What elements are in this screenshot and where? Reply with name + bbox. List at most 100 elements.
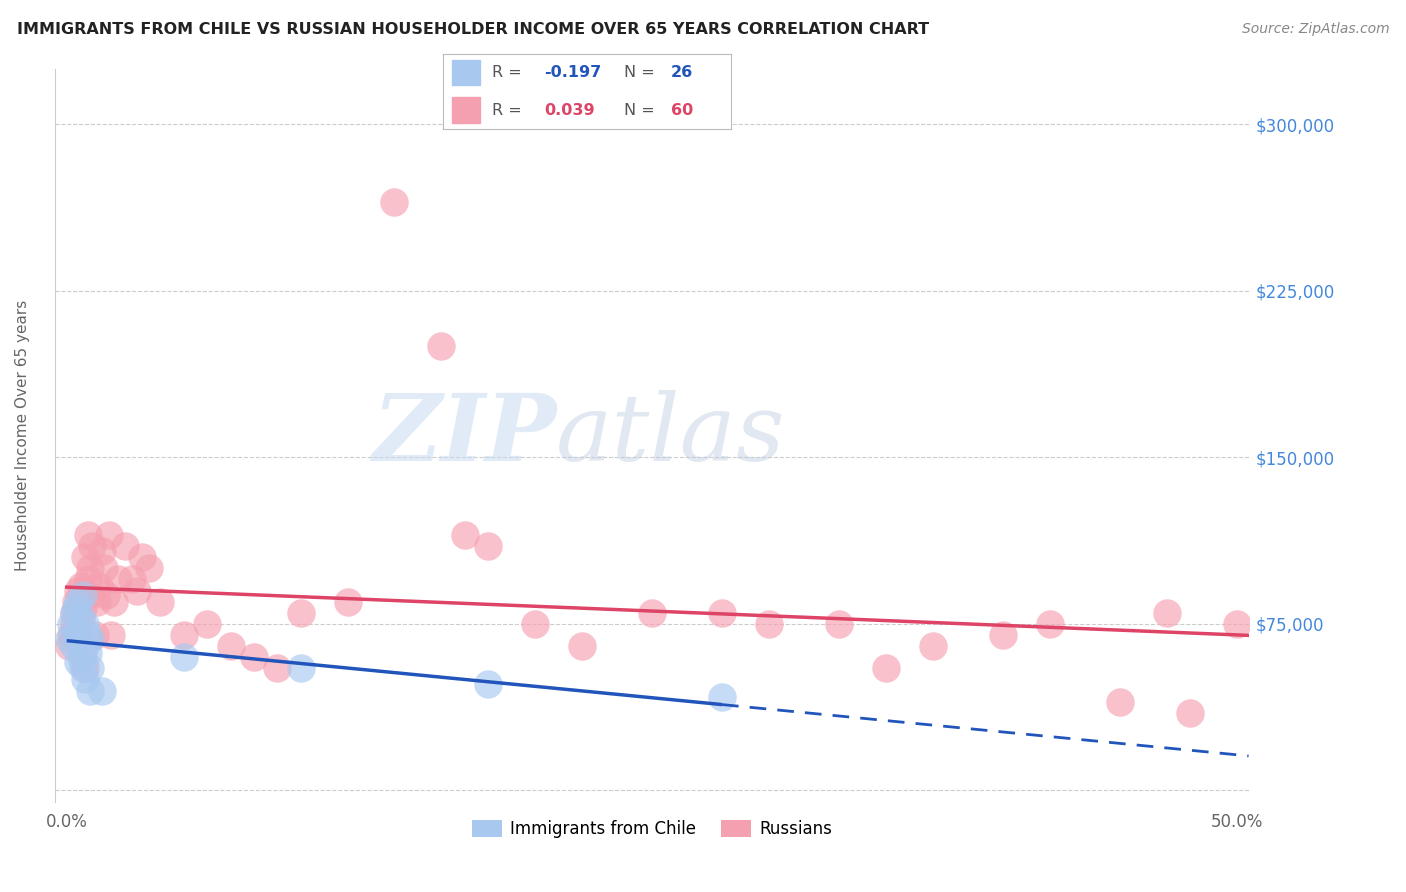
Point: [62, 639, 84, 653]
Text: -0.197: -0.197: [544, 65, 600, 80]
Text: 0.039: 0.039: [544, 103, 595, 118]
Point: [58, 632, 80, 647]
Point: [711, 606, 734, 620]
Point: [382, 194, 405, 209]
Point: [219, 639, 242, 653]
Point: [86, 594, 108, 608]
Point: [1039, 616, 1062, 631]
Point: [79, 561, 101, 575]
Point: [430, 339, 453, 353]
Point: [69, 650, 91, 665]
Bar: [451, 97, 481, 123]
Point: [79, 683, 101, 698]
Point: [477, 539, 499, 553]
Point: [107, 573, 129, 587]
Point: [79, 588, 101, 602]
Point: [195, 616, 218, 631]
Point: [60, 616, 83, 631]
Point: [62, 606, 84, 620]
Point: [90, 683, 112, 698]
Point: [65, 594, 87, 608]
Point: [114, 539, 136, 553]
Text: N =: N =: [624, 103, 661, 118]
Point: [58, 639, 80, 653]
Point: [76, 573, 98, 587]
Y-axis label: Householder Income Over 65 years: Householder Income Over 65 years: [15, 300, 30, 571]
Text: IMMIGRANTS FROM CHILE VS RUSSIAN HOUSEHOLDER INCOME OVER 65 YEARS CORRELATION CH: IMMIGRANTS FROM CHILE VS RUSSIAN HOUSEHO…: [17, 22, 929, 37]
Point: [571, 639, 593, 653]
Point: [100, 628, 122, 642]
Point: [67, 624, 90, 638]
Point: [67, 655, 90, 669]
Text: atlas: atlas: [557, 390, 786, 480]
Point: [336, 594, 359, 608]
Point: [65, 628, 87, 642]
Point: [72, 588, 94, 602]
Text: N =: N =: [624, 65, 661, 80]
Point: [93, 561, 115, 575]
Point: [1156, 606, 1178, 620]
Point: [69, 610, 91, 624]
Point: [1226, 616, 1249, 631]
Text: ZIP: ZIP: [373, 390, 557, 480]
Point: [69, 610, 91, 624]
Point: [69, 579, 91, 593]
Point: [875, 661, 897, 675]
Point: [90, 543, 112, 558]
Point: [523, 616, 546, 631]
Point: [125, 583, 148, 598]
Point: [76, 528, 98, 542]
Point: [121, 573, 143, 587]
Point: [921, 639, 943, 653]
Point: [828, 616, 851, 631]
Text: R =: R =: [492, 103, 527, 118]
Point: [62, 616, 84, 631]
Point: [75, 673, 97, 687]
Point: [131, 550, 153, 565]
Point: [149, 594, 172, 608]
Point: [79, 661, 101, 675]
Text: R =: R =: [492, 65, 527, 80]
Point: [290, 661, 312, 675]
Legend: Immigrants from Chile, Russians: Immigrants from Chile, Russians: [465, 813, 839, 845]
Point: [79, 632, 101, 647]
Point: [67, 594, 90, 608]
Point: [89, 579, 111, 593]
Point: [758, 616, 780, 631]
Point: [75, 616, 97, 631]
Point: [103, 594, 125, 608]
Point: [266, 661, 288, 675]
Point: [641, 606, 664, 620]
Point: [1108, 695, 1130, 709]
Point: [62, 606, 84, 620]
Point: [75, 639, 97, 653]
Point: [75, 550, 97, 565]
Text: 60: 60: [671, 103, 693, 118]
Point: [72, 661, 94, 675]
Point: [991, 628, 1014, 642]
Point: [82, 539, 104, 553]
Point: [477, 677, 499, 691]
Point: [67, 583, 90, 598]
Point: [96, 588, 118, 602]
Point: [75, 661, 97, 675]
Point: [173, 628, 195, 642]
Point: [97, 528, 120, 542]
Point: [65, 624, 87, 638]
Point: [67, 632, 90, 647]
Text: Source: ZipAtlas.com: Source: ZipAtlas.com: [1241, 22, 1389, 37]
Point: [173, 650, 195, 665]
Point: [83, 628, 105, 642]
Point: [243, 650, 266, 665]
Point: [1178, 706, 1201, 720]
Point: [65, 601, 87, 615]
Text: 26: 26: [671, 65, 693, 80]
Point: [290, 606, 312, 620]
Bar: [451, 60, 481, 86]
Point: [76, 628, 98, 642]
Point: [76, 646, 98, 660]
Point: [72, 650, 94, 665]
Point: [711, 690, 734, 705]
Point: [60, 628, 83, 642]
Point: [453, 528, 475, 542]
